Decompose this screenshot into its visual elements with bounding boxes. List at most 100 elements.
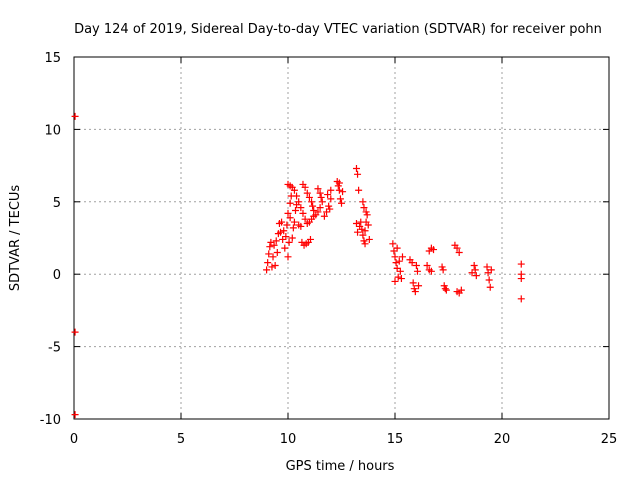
data-point (453, 244, 461, 252)
data-point (359, 231, 367, 239)
data-point (457, 286, 465, 294)
data-point (485, 276, 493, 284)
data-point (316, 204, 324, 212)
data-point (301, 183, 309, 191)
x-tick-label: 0 (70, 432, 78, 447)
data-point (317, 193, 325, 201)
data-point (354, 228, 362, 236)
data-point (297, 204, 305, 212)
data-point (393, 244, 401, 252)
data-point (335, 186, 343, 194)
data-point (486, 283, 494, 291)
y-tick-label: 5 (53, 196, 61, 211)
data-point (354, 170, 362, 178)
data-point (470, 262, 478, 270)
data-point (301, 215, 309, 223)
data-point (517, 295, 525, 303)
data-point (336, 195, 344, 203)
data-point (284, 253, 292, 261)
data-point (517, 260, 525, 268)
x-tick-label: 15 (387, 432, 404, 447)
data-point (442, 286, 450, 294)
data-point (286, 214, 294, 222)
data-point (71, 411, 79, 419)
data-point (413, 267, 421, 275)
data-point (395, 257, 403, 265)
data-point (288, 234, 296, 242)
data-point (286, 199, 294, 207)
data-point (308, 198, 316, 206)
plot-frame (73, 56, 610, 420)
data-point (391, 253, 399, 261)
data-point (483, 263, 491, 271)
data-point (423, 262, 431, 270)
data-point (318, 198, 326, 206)
data-point (327, 195, 335, 203)
data-point (290, 218, 298, 226)
data-point (272, 237, 280, 245)
chart-title: Day 124 of 2019, Sidereal Day-to-day VTE… (74, 22, 602, 37)
y-tick-label: -10 (40, 413, 61, 428)
data-point (439, 266, 447, 274)
x-axis-label: GPS time / hours (286, 459, 395, 474)
data-points (71, 112, 525, 419)
data-point (487, 266, 495, 274)
data-point (280, 227, 288, 235)
data-point (365, 235, 373, 243)
y-axis: -10 -5 0 5 10 15 (40, 51, 609, 428)
data-point (284, 209, 292, 217)
data-point (394, 273, 402, 281)
data-point (278, 218, 286, 226)
data-point (327, 186, 335, 194)
data-point (71, 328, 79, 336)
x-tick-label: 10 (280, 432, 297, 447)
data-point (299, 209, 307, 217)
data-point (324, 191, 332, 199)
data-point (265, 250, 273, 258)
data-point (339, 188, 347, 196)
data-point (277, 228, 285, 236)
data-point (364, 221, 372, 229)
y-tick-label: 0 (53, 268, 61, 283)
data-point (352, 164, 360, 172)
data-point (314, 185, 322, 193)
data-point (264, 259, 272, 267)
data-point (285, 238, 293, 246)
data-point (338, 199, 345, 207)
data-point (303, 189, 311, 197)
data-point (398, 253, 406, 261)
data-point (411, 288, 419, 296)
data-point (361, 240, 369, 248)
data-point (290, 186, 298, 194)
data-point (392, 259, 400, 267)
data-point (266, 243, 274, 251)
data-point (305, 193, 313, 201)
data-point (472, 272, 480, 280)
x-tick-label: 5 (177, 432, 185, 447)
data-point (297, 222, 305, 230)
data-point (359, 198, 367, 206)
data-point (391, 277, 399, 285)
data-point (326, 205, 334, 213)
data-point (306, 235, 314, 243)
data-point (427, 267, 435, 275)
y-tick-label: -5 (48, 341, 61, 356)
data-point (316, 189, 324, 197)
data-point (471, 266, 479, 274)
data-point (268, 263, 276, 271)
data-point (281, 244, 289, 252)
x-tick-label: 25 (601, 432, 618, 447)
data-point (273, 248, 281, 256)
data-point (269, 253, 277, 261)
x-axis: 0 5 10 15 20 25 (70, 57, 617, 447)
data-point (320, 212, 328, 220)
data-point (355, 186, 363, 194)
data-point (271, 262, 279, 270)
data-point (430, 246, 438, 254)
data-point (358, 225, 366, 233)
data-point (409, 279, 417, 287)
y-axis-label: SDTVAR / TECUs (8, 185, 23, 292)
data-point (335, 179, 343, 187)
y-tick-label: 10 (44, 123, 61, 138)
data-point (71, 112, 79, 120)
